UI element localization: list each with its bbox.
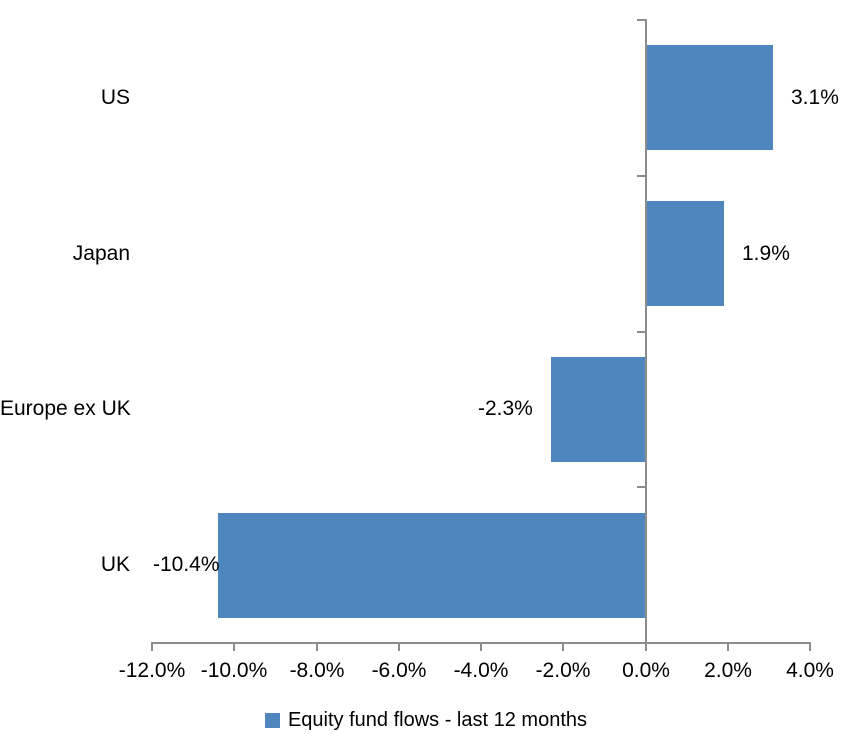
x-tick (480, 643, 482, 651)
bar (645, 45, 773, 150)
bar-data-label: -2.3% (478, 397, 533, 420)
x-tick-label: -6.0% (371, 659, 427, 682)
legend-swatch (264, 712, 280, 728)
x-tick (398, 643, 400, 651)
x-tick-label: 0.0% (622, 659, 670, 682)
category-label: Japan (72, 242, 130, 265)
legend-label: Equity fund flows - last 12 months (287, 708, 588, 731)
x-tick (562, 643, 564, 651)
bar-data-label: 1.9% (742, 242, 790, 265)
y-tick (637, 486, 646, 488)
bar-data-label: -10.4% (153, 553, 220, 576)
bar-data-label: 3.1% (791, 86, 839, 109)
category-label: UK (100, 553, 130, 576)
category-label: US (100, 86, 130, 109)
category-label: Europe ex UK (0, 397, 131, 420)
x-tick (645, 643, 647, 651)
y-tick (637, 175, 646, 177)
y-axis-line (645, 19, 647, 644)
x-tick-label: 4.0% (786, 659, 834, 682)
bar (217, 513, 646, 618)
x-tick (233, 643, 235, 651)
x-tick-label: 2.0% (704, 659, 752, 682)
bar (645, 201, 724, 306)
y-tick (637, 331, 646, 333)
x-tick-label: -8.0% (289, 659, 345, 682)
x-tick-label: -2.0% (535, 659, 591, 682)
x-tick (316, 643, 318, 651)
x-tick-label: -12.0% (118, 659, 186, 682)
x-tick-label: -10.0% (200, 659, 268, 682)
x-tick (809, 643, 811, 651)
legend: Equity fund flows - last 12 months (0, 705, 852, 735)
x-tick (727, 643, 729, 651)
bar (550, 357, 646, 462)
y-tick (637, 19, 646, 21)
x-tick (151, 643, 153, 651)
x-tick-label: -4.0% (453, 659, 509, 682)
